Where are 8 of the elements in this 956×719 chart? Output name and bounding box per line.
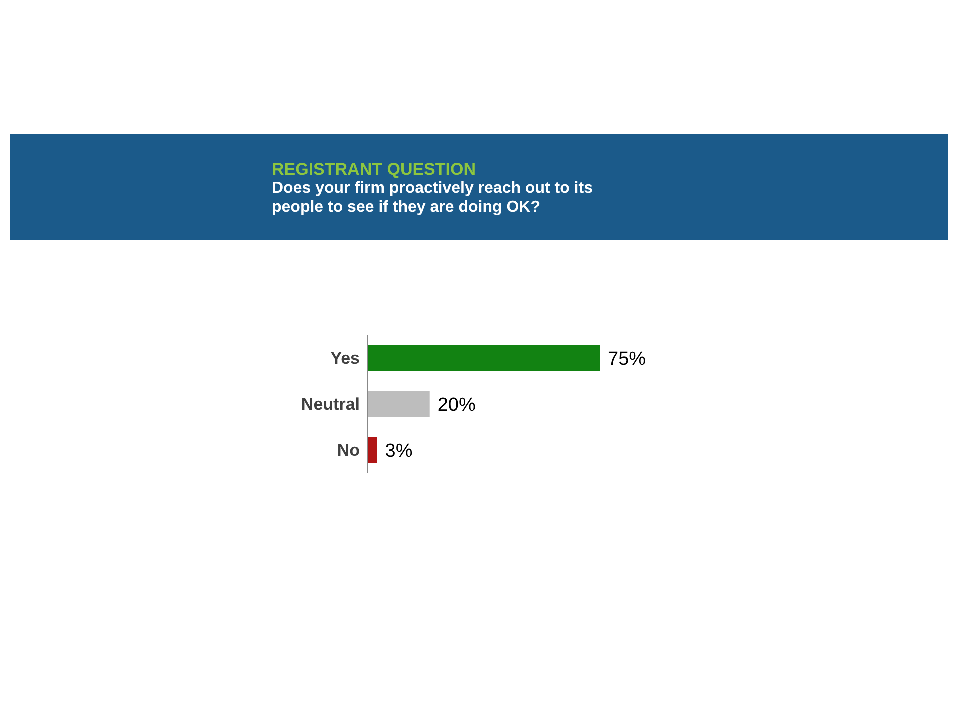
y-tick-label: No [337,441,360,460]
chart-title: REGISTRANT QUESTION [272,160,478,180]
data-label: 20% [438,394,476,416]
y-tick-label: Neutral [301,395,360,414]
data-label: 3% [385,440,413,462]
y-tick-label: Yes [330,349,360,368]
data-label: 75% [608,348,646,370]
chart-subtitle: Does your firm proactively reach out to its people to see if they are doing OK? [272,179,594,217]
